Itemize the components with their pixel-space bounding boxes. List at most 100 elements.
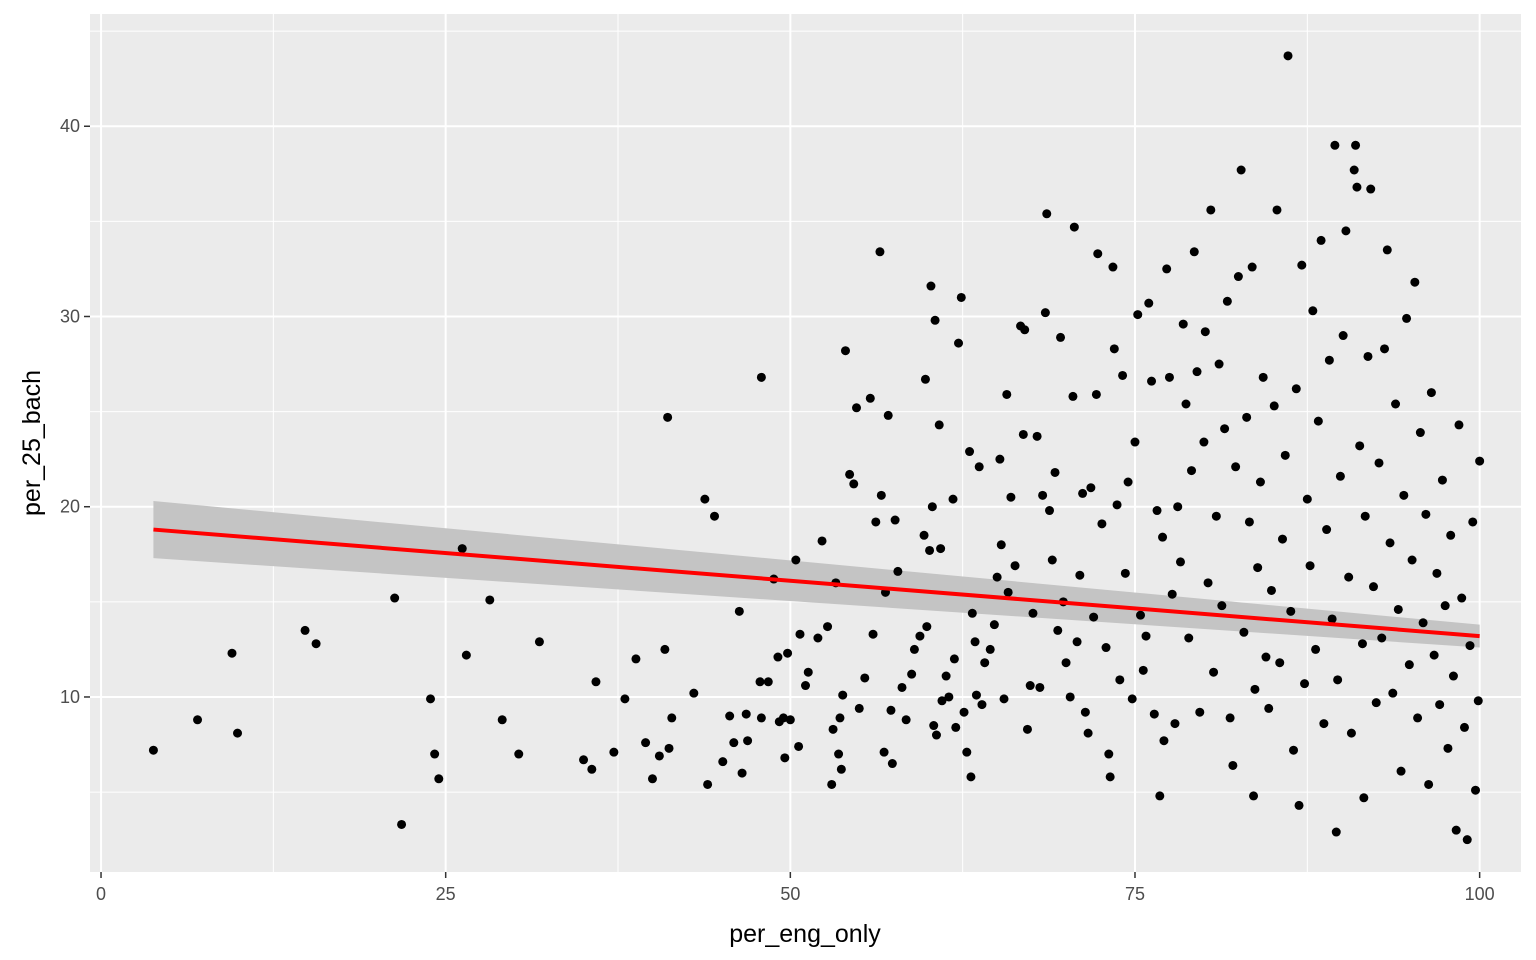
data-point: [1429, 650, 1439, 660]
data-point: [1457, 593, 1467, 603]
data-point: [996, 540, 1006, 550]
data-point: [148, 745, 158, 755]
data-point: [1333, 675, 1343, 685]
data-point: [852, 403, 862, 413]
data-point: [926, 281, 936, 291]
data-point: [1192, 367, 1202, 377]
data-point: [1475, 456, 1485, 466]
data-point: [827, 779, 837, 789]
data-point: [920, 374, 930, 384]
data-point: [845, 469, 855, 479]
data-point: [1324, 355, 1334, 365]
data-point: [1331, 827, 1341, 837]
data-point: [1437, 475, 1447, 485]
data-point: [497, 715, 507, 725]
data-point: [974, 462, 984, 472]
data-point: [1446, 530, 1456, 540]
data-point: [1047, 555, 1057, 565]
data-point: [1020, 325, 1030, 335]
data-point: [233, 728, 243, 738]
data-point: [956, 292, 966, 302]
data-point: [886, 705, 896, 715]
data-point: [931, 730, 941, 740]
data-point: [1022, 724, 1032, 734]
data-point: [1075, 570, 1085, 580]
data-point: [1206, 205, 1216, 215]
data-point: [1335, 471, 1345, 481]
data-point: [1158, 532, 1168, 542]
data-point: [1391, 399, 1401, 409]
data-point: [1249, 791, 1259, 801]
data-point: [791, 555, 801, 565]
data-point: [980, 658, 990, 668]
data-point: [860, 673, 870, 683]
data-point: [840, 346, 850, 356]
data-point: [667, 713, 677, 723]
data-point: [514, 749, 524, 759]
data-point: [1181, 399, 1191, 409]
data-point: [1363, 351, 1373, 361]
data-point: [587, 764, 597, 774]
data-point: [1418, 618, 1428, 628]
data-point: [1187, 466, 1197, 476]
data-point: [1115, 675, 1125, 685]
data-point: [1462, 835, 1472, 845]
data-point: [1313, 416, 1323, 426]
data-point: [1130, 437, 1140, 447]
data-point: [951, 722, 961, 732]
data-point: [1038, 490, 1048, 500]
data-point: [1275, 658, 1285, 668]
data-point: [1065, 692, 1075, 702]
data-point: [1294, 800, 1304, 810]
data-point: [871, 517, 881, 527]
data-point: [1289, 745, 1299, 755]
data-point: [631, 654, 641, 664]
data-point: [1141, 631, 1151, 641]
data-point: [868, 629, 878, 639]
data-point: [1435, 700, 1445, 710]
data-point: [434, 774, 444, 784]
data-point: [1327, 614, 1337, 624]
data-point: [1388, 688, 1398, 698]
data-point: [1127, 694, 1137, 704]
data-point: [1443, 743, 1453, 753]
data-point: [1239, 627, 1249, 637]
data-point: [1091, 389, 1101, 399]
data-point: [1002, 389, 1012, 399]
data-point: [1225, 713, 1235, 723]
data-point: [865, 393, 875, 403]
data-point: [929, 721, 939, 731]
data-point: [1217, 601, 1227, 611]
data-point: [227, 648, 237, 658]
data-point: [1109, 344, 1119, 354]
data-point: [1359, 793, 1369, 803]
data-point: [1269, 401, 1279, 411]
data-point: [876, 490, 886, 500]
data-point: [1247, 262, 1257, 272]
data-point: [971, 690, 981, 700]
data-point: [909, 644, 919, 654]
data-point: [795, 629, 805, 639]
data-point: [893, 566, 903, 576]
data-point: [1283, 51, 1293, 61]
data-point: [1468, 517, 1478, 527]
data-point: [854, 703, 864, 713]
data-point: [654, 751, 664, 761]
data-point: [838, 690, 848, 700]
data-point: [1068, 391, 1078, 401]
data-point: [785, 715, 795, 725]
data-point: [1261, 652, 1271, 662]
data-point: [930, 315, 940, 325]
data-point: [1351, 140, 1361, 150]
data-point: [1089, 612, 1099, 622]
data-point: [756, 372, 766, 382]
data-point: [397, 819, 407, 829]
data-point: [962, 747, 972, 757]
data-point: [1410, 277, 1420, 287]
data-point: [1459, 722, 1469, 732]
data-point: [737, 768, 747, 778]
data-point: [1346, 728, 1356, 738]
data-point: [1266, 585, 1276, 595]
x-tick-label: 100: [1465, 884, 1495, 904]
data-point: [925, 545, 935, 555]
